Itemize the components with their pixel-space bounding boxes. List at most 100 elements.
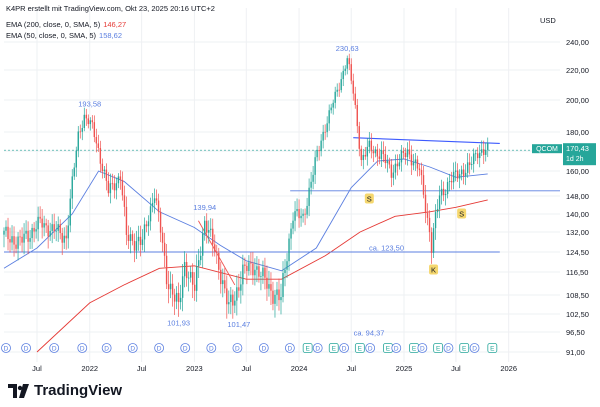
- candle-body: [292, 220, 294, 229]
- candle-body: [258, 266, 260, 277]
- candle-body: [338, 89, 340, 91]
- candle-body: [404, 152, 407, 157]
- candle-body: [197, 260, 200, 267]
- x-axis: Jul 2022 Jul 2023 Jul 2024 Jul 2025 Jul 2026: [32, 364, 517, 373]
- ema-50-legend[interactable]: EMA (50, close, 0, SMA, 5) 158,62: [6, 31, 122, 40]
- candle-body: [378, 156, 381, 159]
- dividend-badge-label: D: [342, 346, 347, 353]
- ema-50-path: [3, 158, 488, 272]
- candle-body: [147, 221, 150, 227]
- candle-body: [382, 150, 385, 155]
- candle-body: [9, 239, 11, 243]
- candle-body: [240, 284, 242, 291]
- candle-body: [466, 162, 469, 173]
- candle-body: [183, 262, 186, 277]
- candle-body: [43, 223, 45, 228]
- candle-body: [410, 154, 413, 166]
- price-annotation: 101,93: [167, 319, 190, 328]
- y-tick-label: 132,00: [566, 228, 589, 237]
- candle-body: [358, 126, 360, 149]
- y-tick-label: 240,00: [566, 38, 589, 47]
- candle-body: [248, 262, 250, 271]
- candle-body: [322, 131, 324, 141]
- ema-50-label: EMA (50, close, 0, SMA, 5): [6, 31, 97, 40]
- earnings-badge-label: E: [358, 346, 363, 353]
- candle-body: [135, 241, 138, 251]
- candle-body: [57, 224, 59, 231]
- dividend-badge-label: D: [209, 346, 214, 353]
- candle-body: [179, 297, 182, 303]
- earnings-badge-label: E: [436, 346, 441, 353]
- candle-body: [133, 240, 136, 251]
- candle-body: [396, 163, 399, 167]
- candle-body: [15, 244, 17, 249]
- candle-body: [113, 183, 116, 191]
- price-annotations: 193,58 139,94 101,93 101,47 230,63 ca. 123,50…: [78, 44, 404, 338]
- candle-body: [370, 140, 373, 152]
- candle-body: [220, 269, 222, 285]
- candle-body: [222, 280, 224, 285]
- candle-body: [296, 209, 298, 212]
- ema-200-value: 146,27: [103, 20, 127, 29]
- x-tick-label: Jul: [451, 364, 461, 373]
- candle-body: [364, 154, 367, 157]
- dividend-badge: [49, 343, 60, 353]
- candle-body: [420, 169, 423, 176]
- y-tick-label: 116,50: [566, 268, 588, 277]
- tradingview-logo[interactable]: TradingView: [8, 382, 122, 399]
- dividend-badge: [391, 343, 402, 353]
- marker-badge: [364, 193, 374, 204]
- ema-50-value: 158,62: [99, 31, 122, 40]
- y-tick-label: 160,00: [566, 167, 589, 176]
- dividend-badge-label: D: [446, 346, 451, 353]
- candle-body: [191, 272, 194, 285]
- candle-body: [366, 146, 369, 157]
- candle-body: [109, 183, 112, 194]
- candle-body: [51, 224, 53, 231]
- candle-body: [346, 58, 348, 69]
- dividend-badge: [154, 343, 165, 353]
- candle-body: [250, 262, 252, 264]
- candle-body: [212, 228, 214, 245]
- candle-body: [272, 290, 274, 304]
- dividend-badge: [312, 343, 323, 353]
- candle-body: [298, 209, 300, 219]
- earnings-badge-label: E: [386, 346, 391, 353]
- price-annotation: 101,47: [227, 320, 250, 329]
- candle-body: [356, 104, 358, 127]
- candle-body: [384, 154, 387, 164]
- dividend-badge-label: D: [235, 346, 240, 353]
- marker-label: S: [459, 210, 464, 219]
- candle-body: [238, 287, 240, 291]
- candle-body: [33, 227, 35, 232]
- candle-body: [21, 236, 23, 243]
- y-tick-label: 180,00: [566, 128, 589, 137]
- dividend-badge-label: D: [183, 346, 188, 353]
- candle-body: [260, 276, 262, 277]
- candle-body: [244, 264, 246, 266]
- candle-body: [145, 224, 148, 227]
- candle-body: [123, 195, 126, 207]
- candle-body: [11, 236, 13, 243]
- x-tick-label: Jul: [32, 364, 42, 373]
- candle-body: [202, 233, 204, 256]
- candle-body: [438, 195, 441, 209]
- x-tick-label: Jul: [137, 364, 147, 373]
- candle-body: [204, 220, 206, 234]
- dividend-badge-label: D: [472, 346, 477, 353]
- price-annotation: 193,58: [78, 99, 101, 108]
- candle-body: [424, 194, 427, 213]
- dividend-badge: [206, 343, 217, 353]
- candle-body: [452, 171, 455, 183]
- candle-body: [157, 200, 160, 212]
- candle-body: [3, 230, 5, 235]
- ema-200-legend[interactable]: EMA (200, close, 0, SMA, 5) 146,27: [6, 20, 126, 29]
- candle-body: [139, 236, 142, 245]
- candle-body: [107, 180, 110, 194]
- candle-body: [380, 150, 383, 159]
- candle-body: [308, 187, 310, 206]
- candle-body: [236, 287, 238, 301]
- candle-body: [270, 284, 272, 291]
- candle-body: [256, 266, 258, 270]
